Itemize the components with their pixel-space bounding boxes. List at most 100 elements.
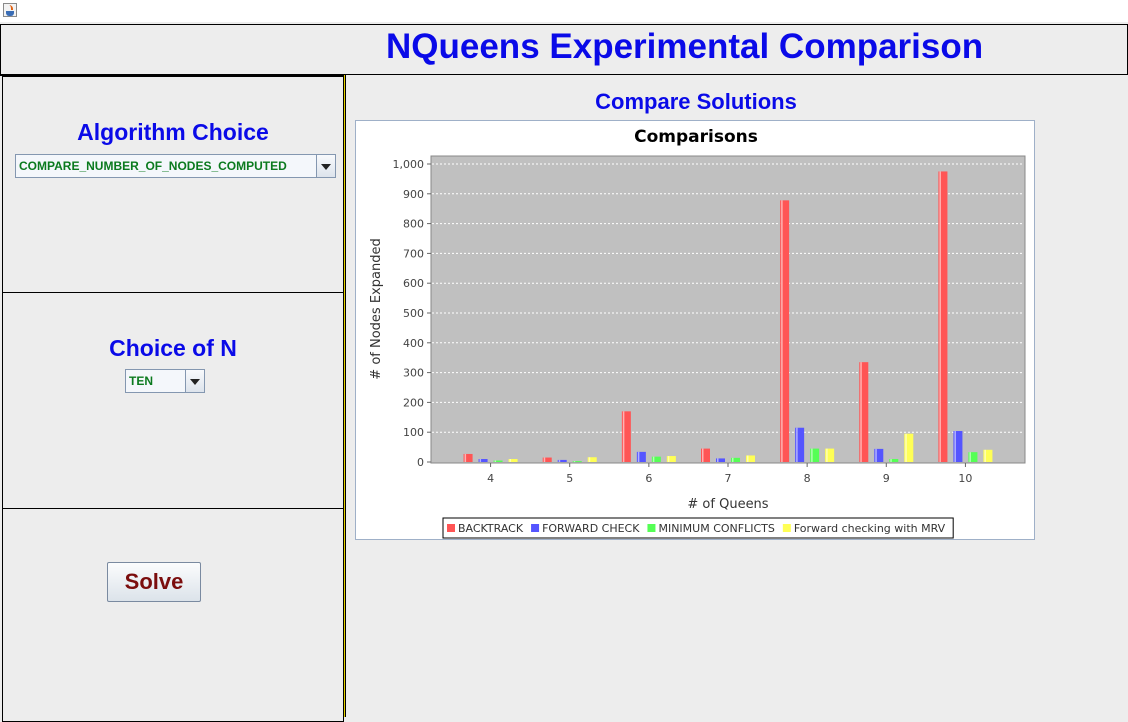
bar-highlight	[875, 448, 877, 462]
bar	[746, 455, 755, 462]
choice-of-n-title: Choice of N	[109, 335, 237, 361]
y-tick-label: 1,000	[393, 158, 425, 171]
y-axis-ticks: 0 100 200 300 400 500 600 700 800 900 1,000	[393, 158, 431, 469]
legend-swatch	[447, 524, 455, 532]
bar-highlight	[796, 427, 798, 462]
bar-highlight	[637, 451, 640, 462]
bar-highlight	[494, 460, 497, 462]
n-selected-value: TEN	[129, 374, 153, 388]
bar	[478, 459, 488, 462]
x-tick-label: 10	[958, 472, 972, 485]
legend-swatch	[531, 524, 540, 532]
bar-highlight	[969, 452, 971, 462]
bar-highlight	[811, 448, 813, 462]
bar-highlight	[954, 431, 956, 462]
bar-fill	[636, 451, 646, 462]
bar	[463, 453, 473, 462]
bar-fill	[938, 171, 948, 462]
bar-fill	[666, 456, 676, 462]
comparisons-chart: Comparisons 0 100 200 300 400 500 600 700 800 900…	[369, 127, 1026, 539]
y-tick-label: 200	[403, 396, 424, 409]
window-titlebar	[0, 0, 1128, 22]
x-axis-label: # of Queens	[687, 497, 768, 512]
bar	[810, 448, 820, 462]
bar-fill	[795, 427, 805, 462]
bar-highlight	[464, 453, 467, 462]
bar-highlight	[573, 461, 576, 463]
bar	[587, 457, 597, 462]
y-tick-label: 500	[403, 307, 424, 320]
results-panel: Compare Solutions Comparisons 0 100 200 300…	[346, 75, 1128, 717]
bar-highlight	[588, 457, 591, 462]
bar-fill	[746, 455, 755, 462]
bar-highlight	[747, 455, 749, 462]
solve-panel: Solve	[2, 508, 344, 722]
legend-label: MINIMUM CONFLICTS	[658, 522, 774, 535]
bar	[666, 456, 676, 462]
chart-container: Comparisons 0 100 200 300 400 500 600 700 800 900…	[355, 120, 1035, 540]
n-panel: Choice of N TEN	[2, 292, 344, 509]
bar	[636, 451, 646, 462]
bar-fill	[557, 459, 567, 462]
y-tick-label: 100	[403, 426, 424, 439]
bar-fill	[968, 452, 978, 462]
legend-label: Forward checking with MRV	[794, 522, 946, 535]
algorithm-combobox[interactable]: COMPARE_NUMBER_OF_NODES_COMPUTED	[15, 154, 336, 178]
bar-fill	[493, 460, 503, 462]
bar-highlight	[890, 459, 892, 462]
x-tick-label: 5	[566, 472, 573, 485]
bar	[621, 411, 631, 462]
x-axis-ticks: 4 5 6 7 8 9 10	[487, 463, 972, 485]
bar	[904, 433, 914, 462]
bar-fill	[904, 433, 914, 462]
bar-highlight	[652, 456, 655, 462]
y-tick-label: 600	[403, 277, 424, 290]
bar	[508, 459, 518, 462]
java-app-icon[interactable]	[3, 3, 17, 17]
chart-title: Comparisons	[634, 127, 758, 147]
x-tick-label: 8	[804, 472, 811, 485]
bar	[889, 459, 899, 462]
algorithm-choice-title: Algorithm Choice	[77, 119, 269, 145]
chevron-down-icon[interactable]	[316, 155, 335, 177]
bar-fill	[825, 448, 835, 462]
bars	[463, 171, 993, 463]
bar	[493, 460, 503, 462]
bar-highlight	[558, 459, 561, 462]
bar-fill	[874, 448, 884, 462]
chart-legend: BACKTRACK FORWARD CHECK MINIMUM CONFLICTS F…	[442, 517, 954, 539]
bar-fill	[859, 362, 869, 462]
bar-fill	[701, 448, 710, 462]
n-combobox[interactable]: TEN	[125, 369, 205, 393]
y-tick-label: 900	[403, 188, 424, 201]
chevron-down-icon[interactable]	[185, 370, 204, 392]
bar	[983, 449, 993, 462]
bar	[953, 431, 963, 462]
bar-highlight	[702, 448, 704, 462]
bar-highlight	[717, 458, 719, 462]
y-tick-label: 700	[403, 247, 424, 260]
x-tick-label: 7	[725, 472, 732, 485]
solve-button[interactable]: Solve	[107, 562, 201, 602]
x-tick-label: 6	[645, 472, 652, 485]
y-tick-label: 0	[417, 456, 424, 469]
bar-highlight	[781, 200, 783, 462]
bar-fill	[621, 411, 631, 462]
bar	[651, 456, 661, 462]
y-tick-label: 300	[403, 367, 424, 380]
gridlines	[432, 163, 1024, 433]
bar-highlight	[939, 171, 941, 462]
bar-highlight	[509, 459, 512, 462]
y-tick-label: 400	[403, 337, 424, 350]
bar-highlight	[984, 449, 986, 462]
bar-fill	[780, 200, 790, 462]
y-axis-label: # of Nodes Expanded	[369, 238, 384, 379]
split-divider[interactable]	[343, 75, 346, 717]
bar-highlight	[860, 362, 862, 462]
algorithm-panel: Algorithm Choice COMPARE_NUMBER_OF_NODES…	[2, 76, 344, 293]
legend-label: BACKTRACK	[458, 522, 524, 535]
bar-highlight	[826, 448, 828, 462]
y-tick-label: 800	[403, 218, 424, 231]
bar-fill	[731, 457, 740, 462]
legend-swatch	[782, 524, 791, 532]
